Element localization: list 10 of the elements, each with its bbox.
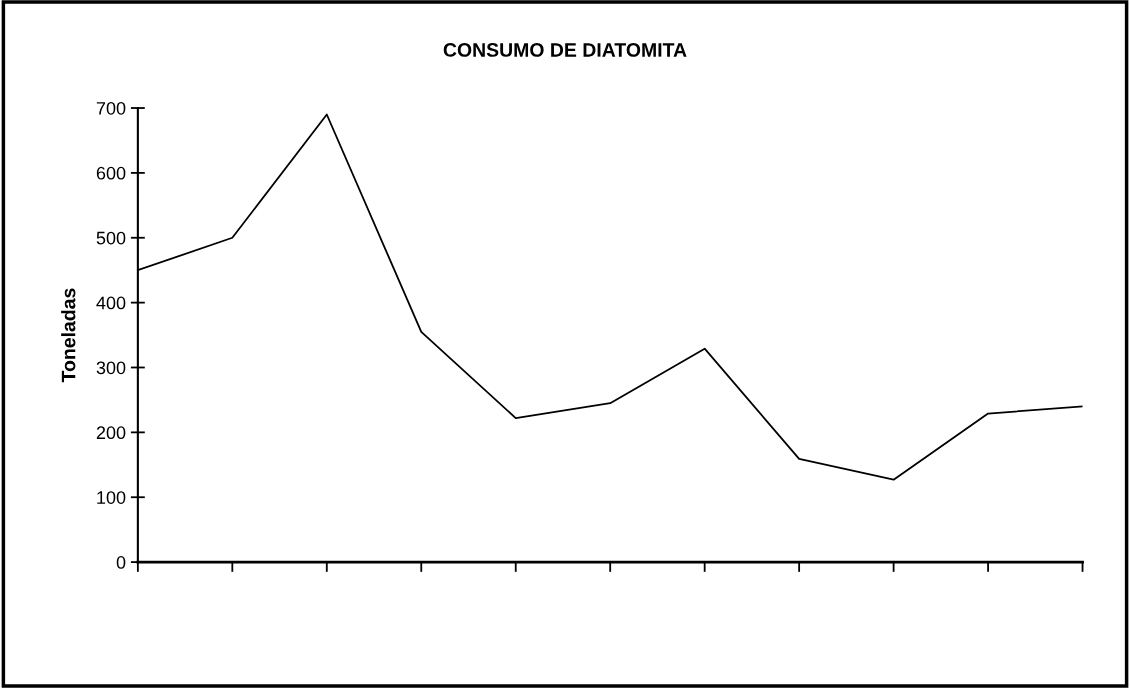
y-axis-title: Toneladas: [61, 288, 76, 383]
y-tick-label: 0: [116, 556, 126, 569]
chart-title: CONSUMO DE DIATOMITA: [443, 43, 687, 57]
y-tick-label: 700: [96, 101, 126, 115]
y-tick-label: 600: [96, 166, 126, 180]
y-tick-label: 200: [96, 426, 126, 440]
y-tick-label: 500: [96, 231, 126, 245]
y-tick-label: 100: [97, 491, 126, 504]
y-tick-label: 400: [96, 296, 126, 310]
y-tick-label: 300: [96, 361, 126, 375]
